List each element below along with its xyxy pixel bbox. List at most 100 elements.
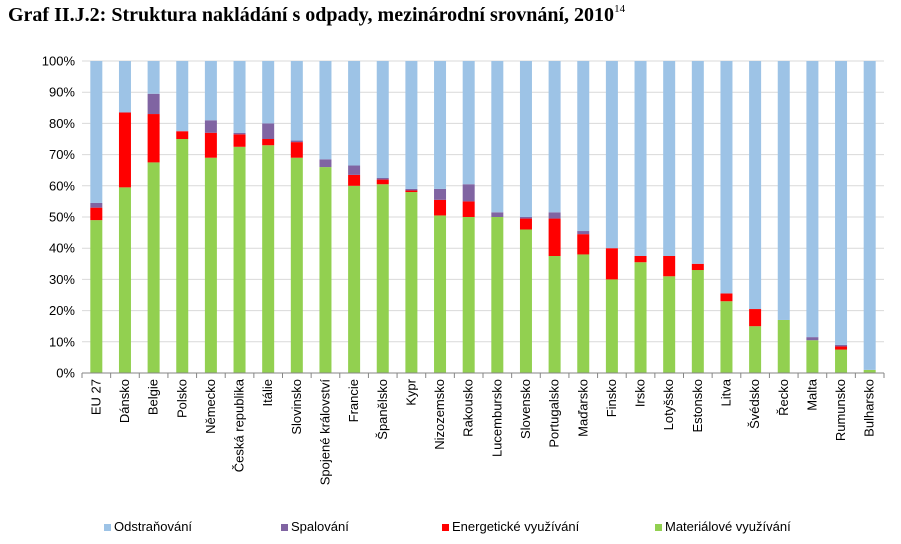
x-tick-label: Česká republika: [232, 378, 247, 472]
bar-segment: [548, 212, 561, 219]
bar-segment: [118, 112, 131, 188]
bar-segment: [290, 142, 303, 158]
chart-title-text: Graf II.J.2: Struktura nakládání s odpad…: [8, 4, 615, 26]
bar-segment: [605, 61, 618, 249]
bar-segment: [204, 120, 217, 133]
x-tick-label: Řecko: [776, 379, 791, 416]
bar-segment: [548, 256, 561, 373]
bar-segment: [233, 61, 246, 133]
bar-segment: [176, 61, 189, 132]
bar-segment: [720, 293, 733, 302]
legend-label: Odstraňování: [114, 519, 192, 534]
x-tick-label: Maďarsko: [575, 379, 590, 437]
bar-segment: [319, 167, 332, 373]
legend: Odstraňování Spalování Energetické využívá…: [104, 519, 791, 534]
bar-segment: [634, 262, 647, 373]
bar-segment: [663, 256, 676, 277]
y-tick-label: 20%: [49, 303, 75, 318]
bar-segment: [691, 263, 704, 271]
bar-segment: [204, 132, 217, 158]
x-tick-label: Irsko: [633, 379, 648, 407]
bar-segment: [749, 61, 762, 310]
bar-segment: [233, 134, 246, 147]
x-tick-label: Rakousko: [461, 379, 476, 437]
bar-segment: [519, 218, 532, 230]
bar-segment: [319, 61, 332, 160]
bar-segment: [290, 157, 303, 373]
y-axis-tick-labels: 0% 10% 20% 30% 40% 50% 60% 70% 80% 90% 100%: [42, 54, 76, 381]
x-tick-label: Švédsko: [747, 379, 762, 429]
bar-segment: [204, 157, 217, 373]
bar-segment: [835, 346, 848, 350]
bar-segment: [405, 190, 418, 193]
bar-segment: [376, 178, 389, 180]
bar-segment: [147, 61, 160, 94]
bar-segment: [491, 61, 504, 213]
bar-segment: [434, 215, 447, 373]
bar-segment: [262, 145, 275, 373]
bar-segment: [605, 279, 618, 373]
legend-label: Materiálové využívání: [665, 519, 791, 534]
y-tick-label: 60%: [49, 178, 75, 193]
bar-segment: [691, 61, 704, 264]
bar-segment: [663, 61, 676, 256]
bar-segment: [863, 369, 876, 373]
bar-segment: [663, 276, 676, 373]
x-tick-label: Malta: [804, 378, 819, 411]
bar-segment: [577, 234, 590, 255]
x-tick-label: Slovensko: [518, 379, 533, 439]
x-tick-label: Finsko: [604, 379, 619, 417]
bar-segment: [376, 179, 389, 185]
bars: [90, 61, 876, 373]
bar-segment: [233, 146, 246, 373]
bar-segment: [348, 61, 361, 166]
bar-segment: [290, 61, 303, 141]
bar-segment: [434, 61, 447, 189]
bar-segment: [806, 340, 819, 373]
legend-swatch: [442, 524, 449, 531]
bar-segment: [548, 218, 561, 256]
x-tick-label: Belgie: [146, 379, 161, 415]
bar-segment: [147, 114, 160, 163]
bar-segment: [176, 139, 189, 373]
bar-segment: [405, 192, 418, 373]
bar-segment: [319, 159, 332, 168]
y-tick-label: 10%: [49, 334, 75, 349]
bar-segment: [462, 201, 475, 217]
bar-segment: [262, 139, 275, 146]
x-tick-label: Francie: [346, 379, 361, 422]
bar-segment: [835, 344, 848, 347]
bar-segment: [434, 199, 447, 216]
bar-segment: [749, 309, 762, 327]
bar-segment: [749, 326, 762, 373]
bar-segment: [835, 349, 848, 373]
bar-segment: [147, 93, 160, 115]
bar-segment: [491, 212, 504, 217]
bar-segment: [90, 61, 103, 203]
bar-segment: [348, 165, 361, 175]
title-footnote: 14: [614, 3, 626, 15]
x-tick-label: Estonsko: [690, 379, 705, 432]
bar-segment: [519, 229, 532, 373]
x-tick-label: Dánsko: [117, 379, 132, 423]
x-tick-label: Německo: [203, 379, 218, 434]
bar-segment: [376, 184, 389, 373]
y-tick-label: 30%: [49, 272, 75, 287]
gridlines: [82, 60, 884, 343]
legend-swatch: [281, 524, 288, 531]
x-tick-label: Portugalsko: [547, 379, 562, 448]
bar-segment: [290, 140, 303, 143]
x-tick-label: Rumunsko: [833, 379, 848, 441]
bar-segment: [348, 185, 361, 373]
bar-segment: [548, 61, 561, 213]
bar-segment: [434, 188, 447, 200]
y-tick-label: 80%: [49, 116, 75, 131]
bar-segment: [863, 61, 876, 370]
chart-title: Graf II.J.2: Struktura nakládání s odpad…: [8, 3, 626, 27]
bar-segment: [462, 217, 475, 373]
bar-segment: [262, 61, 275, 124]
x-tick-label: Slovinsko: [289, 379, 304, 435]
x-tick-label: Lotyšsko: [661, 379, 676, 430]
x-tick-label: Lucembursko: [489, 379, 504, 457]
